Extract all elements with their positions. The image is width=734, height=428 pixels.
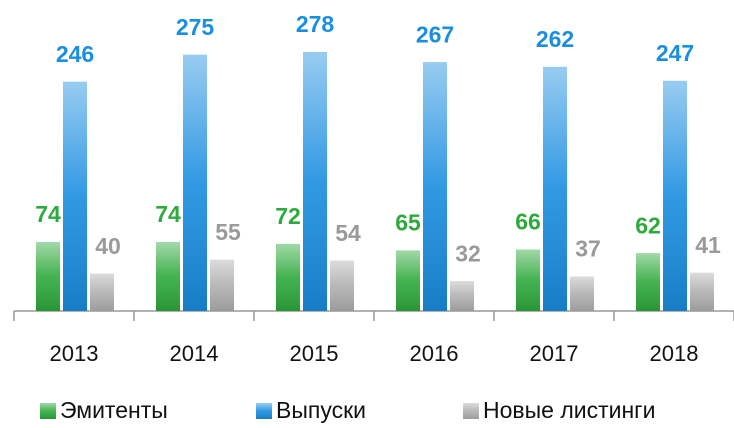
data-label: 267 [416, 21, 454, 47]
legend-label: Новые листинги [483, 397, 655, 423]
data-label: 37 [575, 236, 601, 262]
data-label: 262 [536, 26, 574, 52]
bar-shine [636, 253, 660, 311]
bar-shine [543, 66, 567, 312]
bar-shine [36, 242, 60, 311]
data-label: 41 [695, 232, 721, 258]
bar-shine [183, 54, 207, 312]
bar-shine [396, 250, 420, 311]
bar-shine [90, 273, 114, 311]
data-label: 278 [296, 11, 335, 37]
bar-shine [423, 62, 447, 312]
bar-shine [450, 281, 474, 311]
legend-swatch-shine [40, 403, 56, 419]
legend-swatch-shine [463, 403, 479, 419]
x-tick-label: 2018 [650, 341, 699, 366]
data-label: 275 [176, 14, 215, 40]
bar-shine [210, 259, 234, 311]
data-label: 40 [95, 233, 121, 259]
data-label: 65 [395, 210, 421, 236]
bar-shine [156, 242, 180, 311]
x-tick-label: 2017 [530, 341, 579, 366]
data-label: 54 [335, 220, 361, 246]
legend-label: Выпуски [276, 397, 366, 423]
data-label: 74 [35, 201, 61, 227]
data-label: 74 [155, 201, 181, 227]
bar-shine [303, 52, 327, 311]
bar-shine [690, 272, 714, 311]
x-tick-label: 2013 [50, 341, 99, 366]
bar-shine [63, 81, 87, 311]
data-label: 32 [455, 240, 481, 266]
bar-shine [663, 80, 687, 312]
x-tick-label: 2015 [290, 341, 339, 366]
x-tick-label: 2014 [170, 341, 219, 366]
x-tick-label: 2016 [410, 341, 459, 366]
data-label: 246 [56, 41, 94, 67]
data-label: 247 [656, 40, 694, 66]
bar-shine [570, 276, 594, 311]
bar-shine [276, 243, 300, 311]
data-label: 72 [275, 203, 301, 229]
bar-shine [516, 249, 540, 311]
legend-swatch-shine [256, 403, 272, 419]
data-label: 55 [215, 219, 241, 245]
data-label: 66 [515, 209, 541, 235]
bar-shine [330, 260, 354, 311]
legend-label: Эмитенты [60, 397, 168, 423]
data-label: 62 [635, 212, 661, 238]
